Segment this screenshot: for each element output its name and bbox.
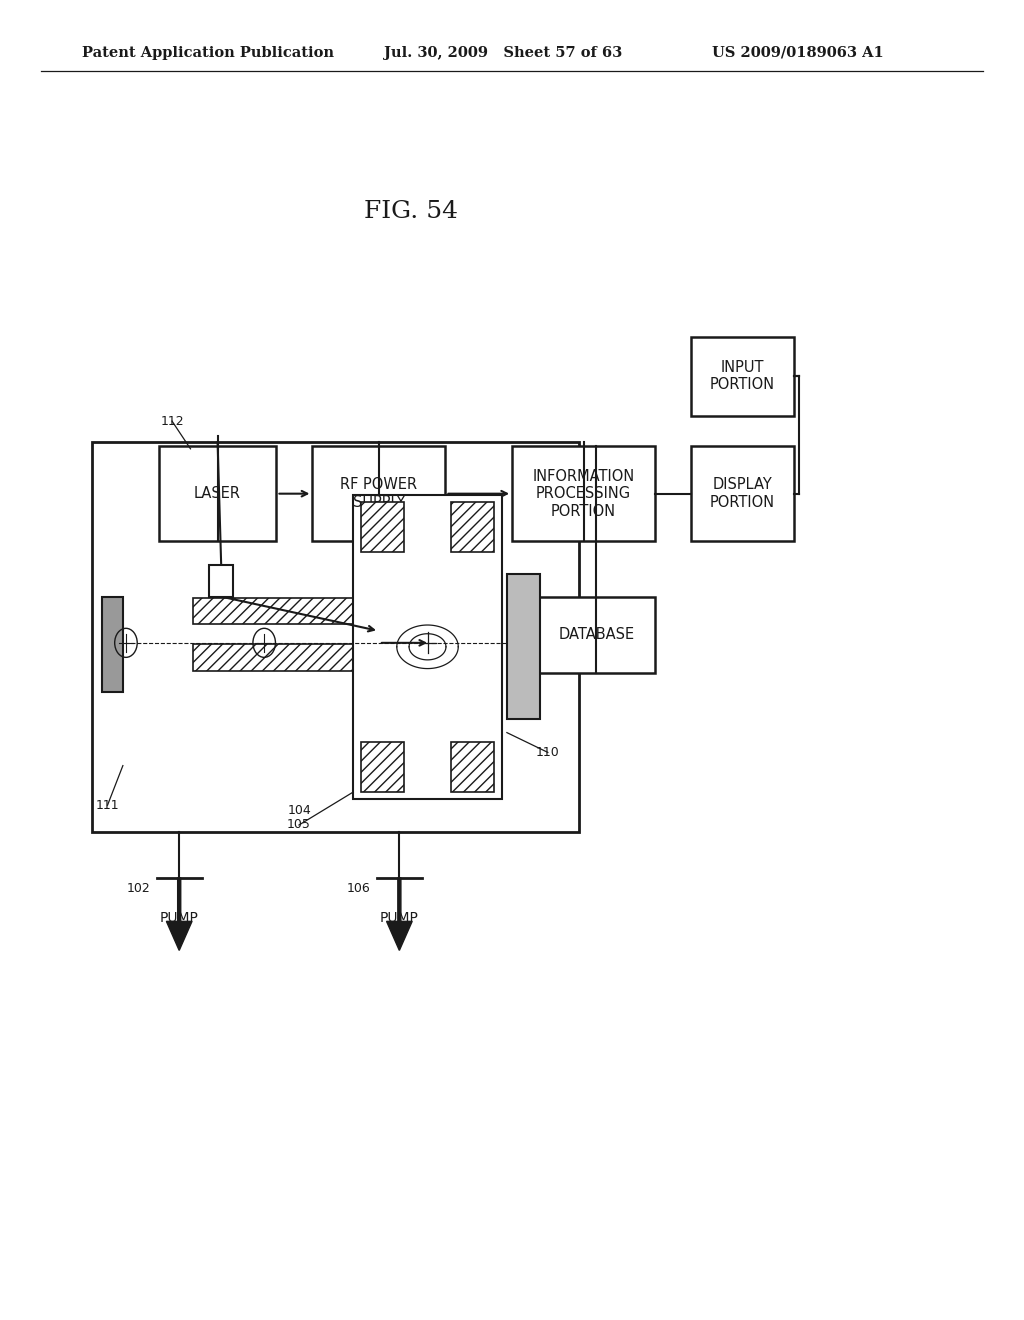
Bar bbox=[209, 565, 233, 597]
Bar bbox=[159, 446, 276, 541]
Text: 105: 105 bbox=[287, 818, 311, 832]
Text: 106: 106 bbox=[346, 882, 371, 895]
Text: PUMP: PUMP bbox=[160, 911, 199, 925]
Text: 111: 111 bbox=[95, 799, 120, 812]
Text: US 2009/0189063 A1: US 2009/0189063 A1 bbox=[712, 46, 884, 59]
Bar bbox=[361, 742, 404, 792]
Bar bbox=[451, 502, 494, 552]
Text: DATABASE: DATABASE bbox=[558, 627, 635, 643]
Bar bbox=[451, 742, 494, 792]
Text: LASER: LASER bbox=[195, 486, 241, 502]
FancyArrow shape bbox=[166, 878, 193, 950]
Text: RF POWER
SUPPLY: RF POWER SUPPLY bbox=[340, 478, 418, 510]
FancyArrow shape bbox=[387, 878, 412, 950]
Bar bbox=[691, 446, 794, 541]
Text: Jul. 30, 2009   Sheet 57 of 63: Jul. 30, 2009 Sheet 57 of 63 bbox=[384, 46, 623, 59]
Text: 102: 102 bbox=[126, 882, 151, 895]
Text: 112: 112 bbox=[160, 414, 184, 428]
Bar bbox=[92, 442, 579, 832]
Text: 110: 110 bbox=[536, 746, 560, 759]
Text: PUMP: PUMP bbox=[380, 911, 419, 925]
Bar bbox=[102, 597, 123, 692]
Bar bbox=[312, 446, 445, 541]
Text: 104: 104 bbox=[288, 804, 312, 817]
Text: FIG. 54: FIG. 54 bbox=[364, 199, 458, 223]
Bar bbox=[193, 644, 387, 671]
Bar bbox=[538, 597, 655, 673]
Bar bbox=[353, 495, 502, 799]
Text: DISPLAY
PORTION: DISPLAY PORTION bbox=[710, 478, 775, 510]
Bar bbox=[512, 446, 655, 541]
Bar bbox=[507, 574, 540, 719]
Bar bbox=[193, 598, 387, 624]
Text: Patent Application Publication: Patent Application Publication bbox=[82, 46, 334, 59]
Text: INPUT
PORTION: INPUT PORTION bbox=[710, 360, 775, 392]
Bar bbox=[691, 337, 794, 416]
Bar bbox=[361, 502, 404, 552]
Text: INFORMATION
PROCESSING
PORTION: INFORMATION PROCESSING PORTION bbox=[532, 469, 635, 519]
